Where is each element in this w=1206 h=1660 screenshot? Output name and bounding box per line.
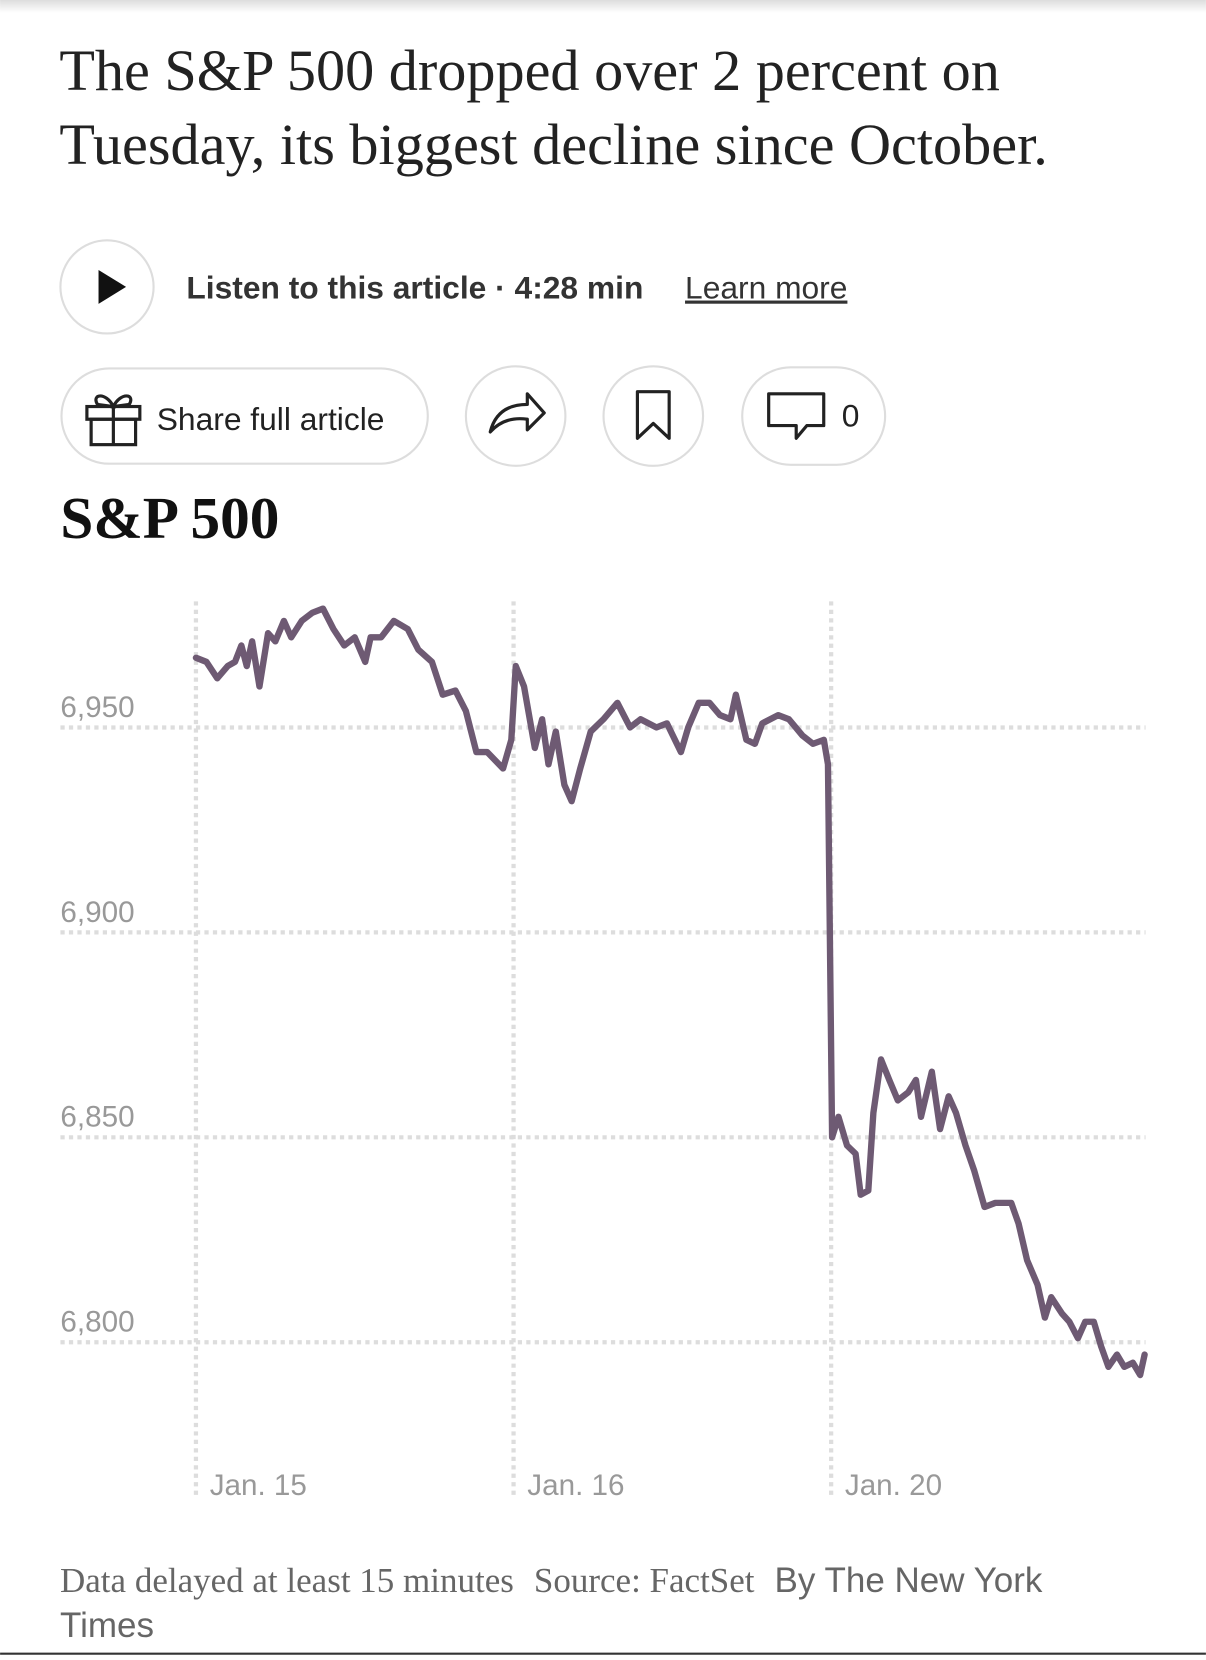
y-tick-label: 6,950 (60, 691, 134, 724)
delay-note: Data delayed at least 15 minutes (60, 1561, 514, 1600)
headline: Tuesday, its biggest decline since Octob… (59, 112, 1047, 177)
play-button[interactable] (59, 239, 155, 335)
share-button[interactable]: Share full article (60, 367, 429, 465)
y-tick-label: 6,900 (60, 896, 134, 929)
top-shadow (0, 0, 1206, 13)
y-tick-label: 6,850 (60, 1101, 134, 1134)
forward-button[interactable] (464, 365, 567, 467)
share-label: Share full article (157, 401, 385, 437)
chart-title: S&P 500 (60, 485, 279, 551)
x-tick-label: Jan. 16 (527, 1469, 624, 1502)
audio-label: Listen to this article · 4:28 min (186, 270, 643, 306)
byline: By The New York Times (60, 1561, 1043, 1645)
comment-button[interactable]: 0 (741, 366, 887, 466)
price-line (192, 605, 1148, 1379)
headline: The S&P 500 dropped over 2 percent on (59, 38, 999, 103)
chart: 6,800 6,850 6,900 6,950 Jan. 15 Jan. 16 Jan. 2… (60, 601, 1148, 1502)
chart-footer: Data delayed at least 15 minutes Source: … (60, 1558, 1140, 1648)
save-button[interactable] (602, 365, 705, 467)
source-note: Source: FactSet (533, 1561, 755, 1600)
comment-count: 0 (842, 398, 860, 434)
y-tick-label: 6,800 (60, 1306, 134, 1339)
x-tick-label: Jan. 15 (210, 1469, 307, 1502)
x-tick-label: Jan. 20 (845, 1469, 942, 1502)
learn-more-link[interactable]: Learn more (685, 270, 847, 306)
